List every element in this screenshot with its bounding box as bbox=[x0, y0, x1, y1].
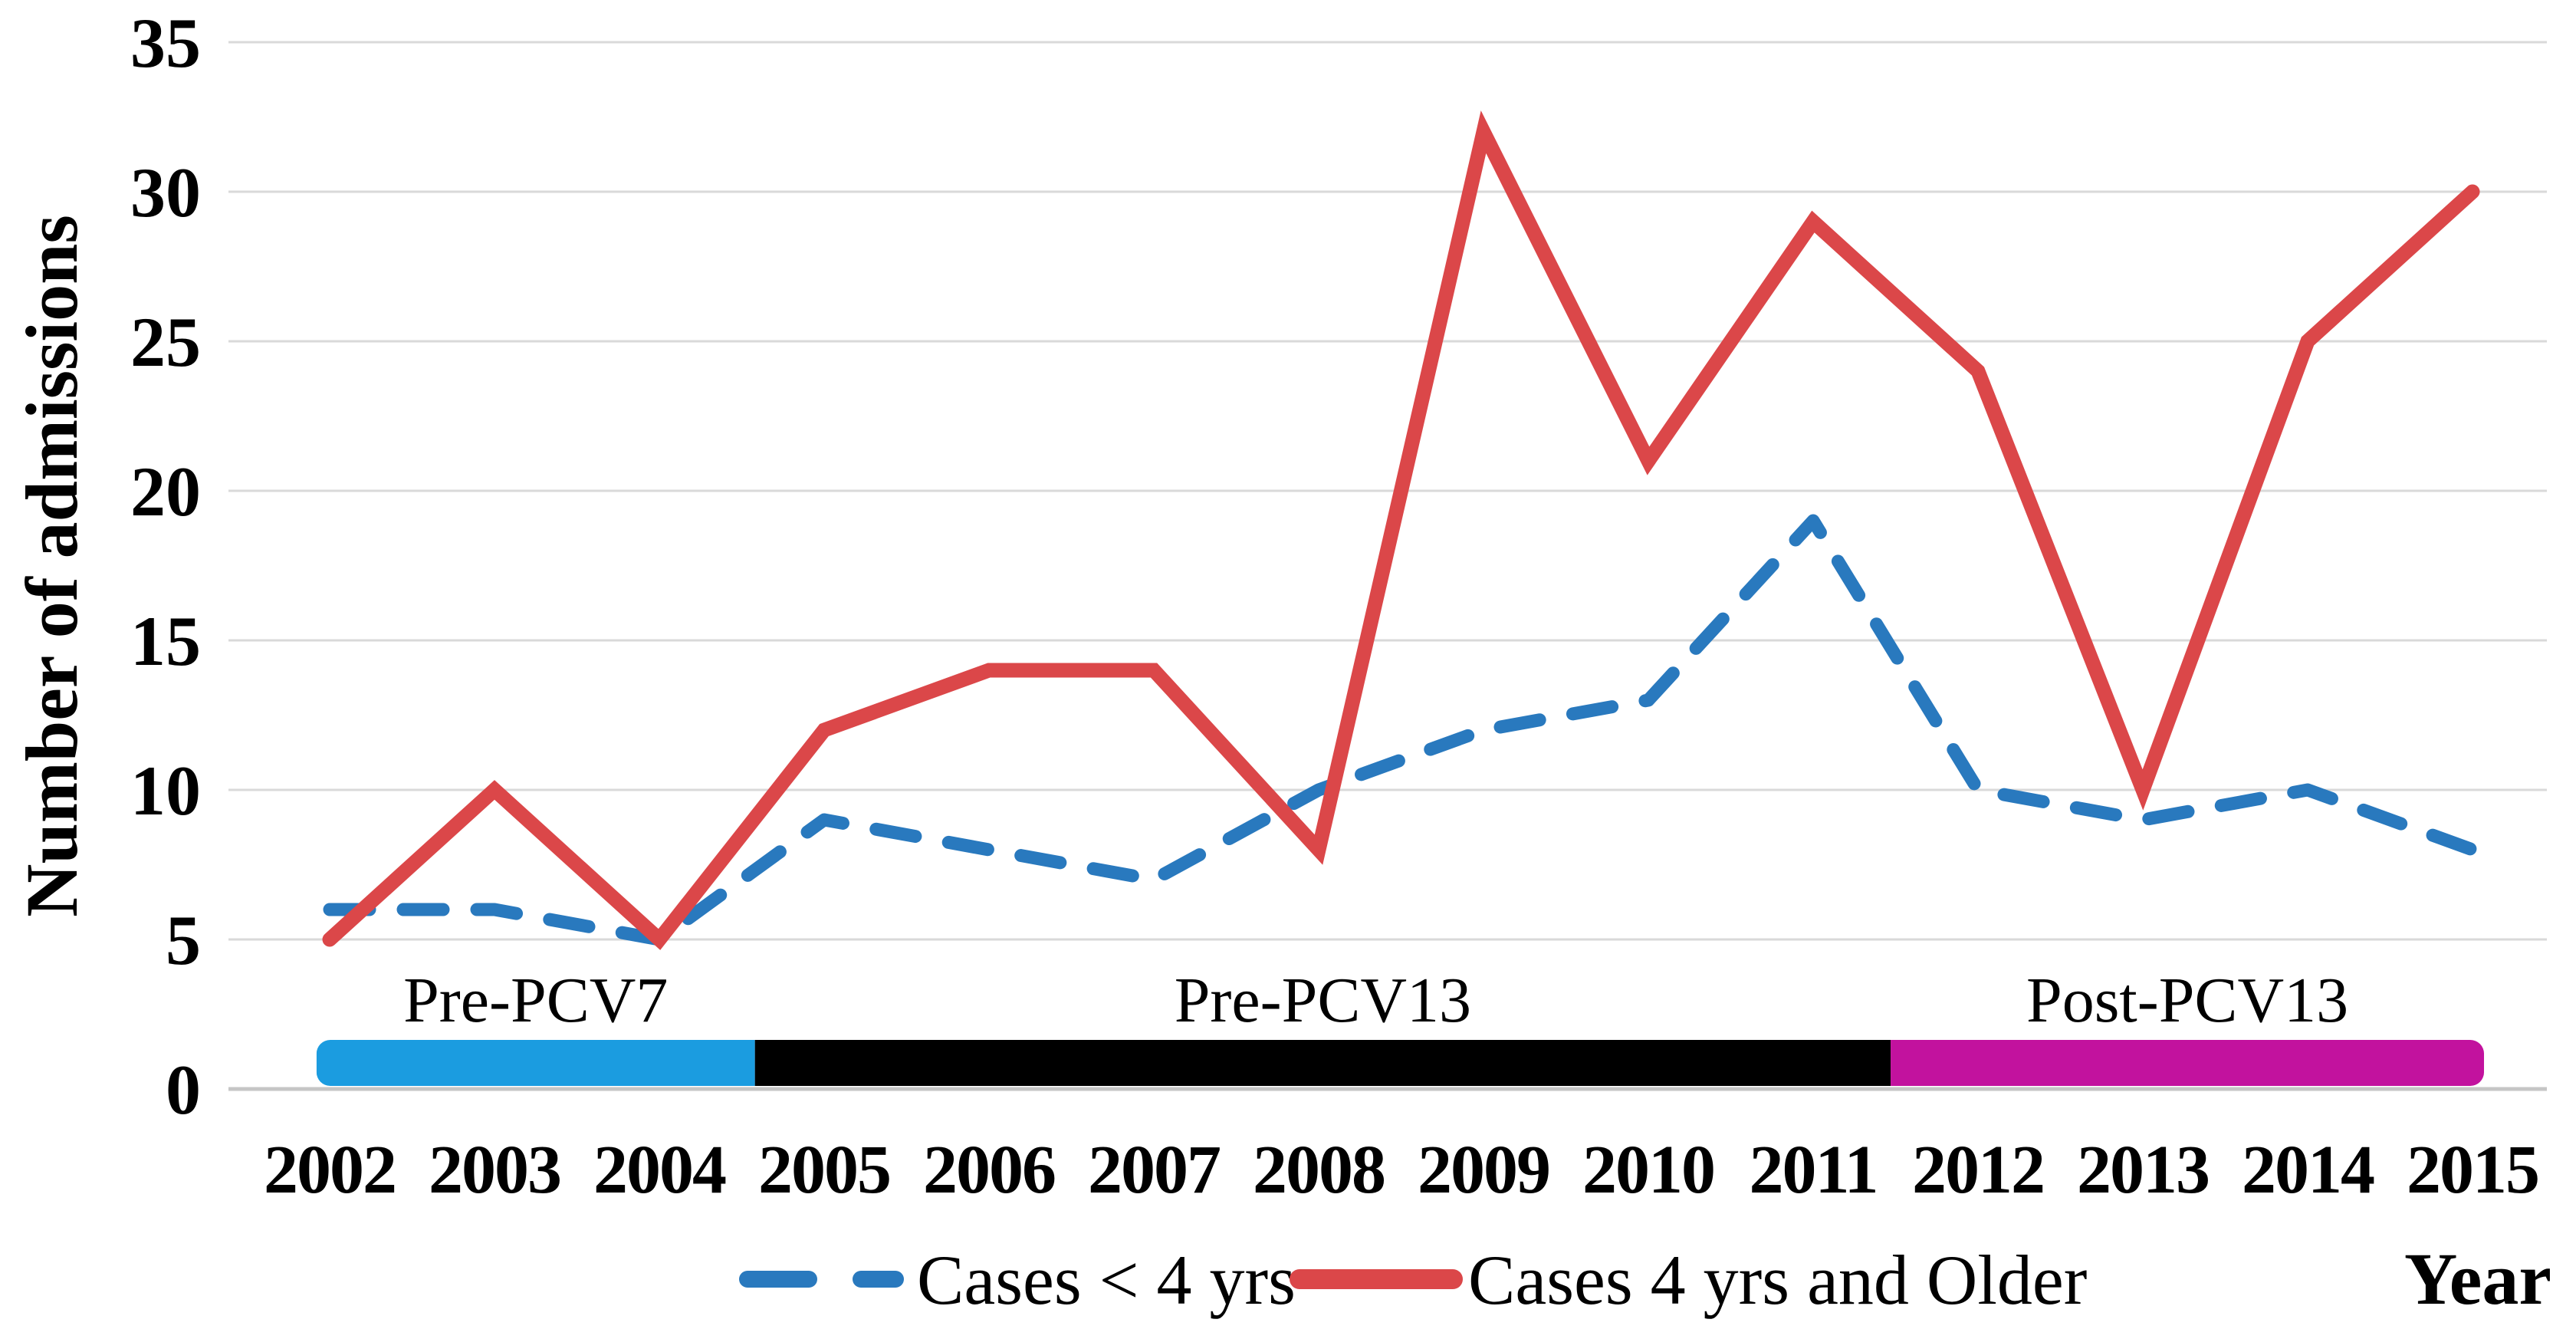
y-axis-tick-labels: 0 5 10 15 20 25 30 35 bbox=[130, 4, 201, 1129]
y-tick-label-10: 10 bbox=[130, 752, 201, 830]
x-tick-label-2007: 2007 bbox=[1088, 1132, 1220, 1208]
y-tick-label-5: 5 bbox=[166, 901, 201, 979]
x-tick-label-2014: 2014 bbox=[2242, 1132, 2374, 1208]
legend: Cases < 4 yrs Cases 4 yrs and Older bbox=[739, 1241, 2087, 1319]
legend-label-cases-4-and-older: Cases 4 yrs and Older bbox=[1468, 1241, 2087, 1319]
x-tick-label-2003: 2003 bbox=[429, 1132, 560, 1208]
pre-pcv13-label: Pre-PCV13 bbox=[1175, 965, 1471, 1036]
x-axis-year-labels: 2002 2003 2004 2005 2006 2007 2008 2009 2010 2011… bbox=[264, 1132, 2540, 1208]
y-tick-label-25: 25 bbox=[130, 303, 201, 381]
pre-pcv7-label: Pre-PCV7 bbox=[403, 965, 668, 1036]
series-line-cases-under-4 bbox=[323, 514, 2479, 946]
x-tick-label-2015: 2015 bbox=[2407, 1132, 2538, 1208]
x-tick-label-2002: 2002 bbox=[264, 1132, 396, 1208]
y-tick-label-15: 15 bbox=[130, 602, 201, 680]
x-tick-label-2006: 2006 bbox=[923, 1132, 1055, 1208]
x-tick-label-2013: 2013 bbox=[2077, 1132, 2209, 1208]
x-tick-label-2005: 2005 bbox=[758, 1132, 890, 1208]
y-axis-title: Number of admissions bbox=[11, 215, 93, 917]
x-axis-title: Year bbox=[2404, 1238, 2551, 1320]
pre-pcv13-band bbox=[754, 1040, 1891, 1086]
post-pcv13-band bbox=[1891, 1040, 2485, 1086]
series-line-cases-4-and-older bbox=[322, 110, 2480, 950]
y-tick-label-35: 35 bbox=[130, 4, 201, 82]
data-series-lines bbox=[322, 110, 2480, 950]
vaccine-period-labels: Pre-PCV7 Pre-PCV13 Post-PCV13 bbox=[403, 965, 2348, 1036]
x-tick-label-2011: 2011 bbox=[1749, 1132, 1877, 1208]
y-tick-label-20: 20 bbox=[130, 452, 201, 531]
vaccine-period-bands bbox=[316, 1040, 2485, 1086]
x-tick-label-2012: 2012 bbox=[1912, 1132, 2044, 1208]
y-tick-label-30: 30 bbox=[130, 153, 201, 232]
post-pcv13-label: Post-PCV13 bbox=[2026, 965, 2348, 1036]
legend-label-cases-under-4: Cases < 4 yrs bbox=[917, 1241, 1296, 1319]
x-tick-label-2010: 2010 bbox=[1582, 1132, 1714, 1208]
pre-pcv7-band bbox=[316, 1040, 755, 1086]
x-tick-label-2004: 2004 bbox=[593, 1132, 726, 1208]
x-tick-label-2009: 2009 bbox=[1418, 1132, 1549, 1208]
y-tick-label-0: 0 bbox=[166, 1051, 201, 1129]
x-tick-label-2008: 2008 bbox=[1253, 1132, 1385, 1208]
gridlines bbox=[228, 41, 2547, 1091]
